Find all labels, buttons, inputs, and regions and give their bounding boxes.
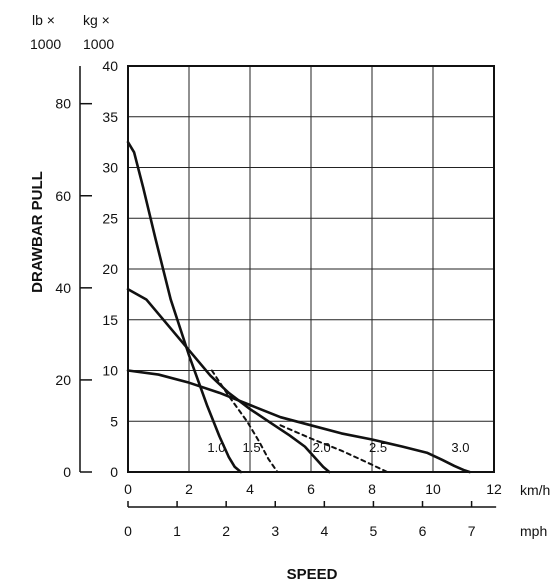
- y-axis-title: DRAWBAR PULL: [29, 171, 46, 293]
- curve-label: 3.0: [451, 440, 469, 455]
- y-tick-label-kg: 5: [110, 413, 118, 429]
- y-tick-label-lb: 80: [55, 96, 71, 112]
- x-tick-label-mph: 5: [370, 523, 378, 539]
- lb-unit-label-bottom: 1000: [30, 36, 61, 52]
- curve-label: 1.5: [242, 440, 260, 455]
- lb-unit-label-top: lb ×: [32, 12, 55, 28]
- x-tick-label-kmh: 0: [124, 481, 132, 497]
- y-tick-label-lb: 60: [55, 188, 71, 204]
- y-tick-label-kg: 15: [102, 312, 118, 328]
- y-tick-label-kg: 10: [102, 363, 118, 379]
- x-tick-label-mph: 6: [419, 523, 427, 539]
- plot-frame: [127, 65, 495, 473]
- grid: [127, 65, 495, 473]
- y-tick-label-kg: 30: [102, 160, 118, 176]
- series-line-0: [126, 140, 243, 474]
- series-line-4: [126, 369, 471, 474]
- x-tick-label-mph: 7: [468, 523, 476, 539]
- x-tick-label-mph: 0: [124, 523, 132, 539]
- x-tick-label-kmh: 6: [307, 481, 315, 497]
- x-tick-label-mph: 4: [320, 523, 328, 539]
- x-unit-mph: mph: [520, 523, 547, 539]
- y-tick-label-lb: 40: [55, 280, 71, 296]
- y-tick-label-kg: 20: [102, 261, 118, 277]
- series-line-2: [126, 287, 331, 474]
- curve-label: 1.0: [207, 440, 225, 455]
- y-tick-label-kg: 0: [110, 464, 118, 480]
- series-group: [126, 140, 471, 474]
- kg-unit-label-top: kg ×: [83, 12, 110, 28]
- x-tick-label-mph: 3: [271, 523, 279, 539]
- y-tick-label-kg: 40: [102, 58, 118, 74]
- x-tick-label-mph: 2: [222, 523, 230, 539]
- x-unit-kmh: km/h: [520, 482, 550, 498]
- y-tick-label-lb: 0: [63, 464, 71, 480]
- x-tick-label-kmh: 10: [425, 481, 441, 497]
- x-tick-label-mph: 1: [173, 523, 181, 539]
- y-tick-label-kg: 35: [102, 109, 118, 125]
- x-tick-label-kmh: 4: [246, 481, 254, 497]
- x-tick-label-kmh: 12: [486, 481, 502, 497]
- curve-labels: 1.0 1.5 2.0 2.5 3.0: [207, 440, 469, 455]
- y-tick-label-lb: 20: [55, 372, 71, 388]
- y-tick-label-kg: 25: [102, 210, 118, 226]
- x-axis-title: SPEED: [287, 566, 338, 582]
- curve-label: 2.5: [369, 440, 387, 455]
- x-tick-label-kmh: 2: [185, 481, 193, 497]
- x-tick-label-kmh: 8: [368, 481, 376, 497]
- kg-unit-label-bottom: 1000: [83, 36, 114, 52]
- curve-label: 2.0: [313, 440, 331, 455]
- series-line-3: [279, 424, 389, 473]
